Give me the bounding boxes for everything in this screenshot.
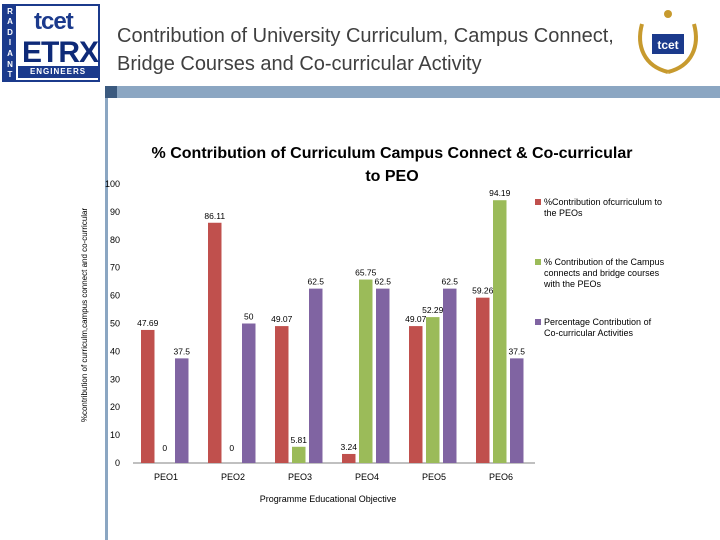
crest-text: tcet: [657, 38, 678, 52]
x-tick-label: PEO4: [355, 472, 379, 482]
bar-data-label: 37.5: [173, 346, 190, 356]
bar-peo5-series-2: [426, 317, 440, 463]
legend-label: Percentage Contribution of Co-curricular …: [544, 317, 652, 338]
bar-data-label: 62.5: [441, 277, 458, 287]
bar-peo3-series-1: [275, 326, 289, 463]
y-tick-label: 50: [110, 319, 120, 329]
header-accent-square: [105, 86, 117, 98]
x-tick-label: PEO3: [288, 472, 312, 482]
legend-swatch: [535, 199, 541, 205]
bar-data-label: 0: [229, 443, 234, 453]
strip-letter: A: [7, 49, 13, 59]
y-tick-label: 40: [110, 346, 120, 356]
y-tick-label: 100: [105, 179, 120, 189]
bar-data-label: 47.69: [137, 318, 159, 328]
strip-letter: R: [7, 6, 13, 16]
bar-data-label: 59.26: [472, 286, 494, 296]
x-tick-label: PEO5: [422, 472, 446, 482]
bar-peo3-series-3: [309, 288, 323, 463]
page-title: Contribution of University Curriculum, C…: [117, 25, 614, 75]
bar-peo6-series-1: [476, 297, 490, 463]
bar-peo1-series-3: [175, 358, 189, 463]
strip-letter: D: [7, 27, 13, 37]
radiant-strip: R A D I A N T: [4, 6, 16, 80]
logo-tcet-text: tcet: [34, 8, 74, 35]
laurel-icon: [638, 10, 698, 74]
bar-peo4-series-3: [376, 288, 390, 463]
y-tick-label: 10: [110, 430, 120, 440]
bar-data-label: 5.81: [290, 435, 307, 445]
logo-etrx-text: ETRX: [22, 36, 99, 69]
strip-letter: A: [7, 17, 13, 27]
header-accent-bar: [105, 86, 720, 98]
x-tick-label: PEO2: [221, 472, 245, 482]
strip-letter: N: [7, 59, 13, 69]
bar-peo6-series-2: [493, 200, 507, 463]
x-axis-label: Programme Educational Objective: [260, 494, 397, 504]
bar-peo3-series-2: [292, 446, 306, 463]
left-accent-line: [105, 98, 108, 540]
bar-peo6-series-3: [510, 358, 524, 463]
logo-engineers-text: ENGINEERS: [18, 66, 98, 78]
bar-data-label: 37.5: [508, 346, 525, 356]
y-tick-label: 90: [110, 207, 120, 217]
y-tick-label: 0: [115, 458, 120, 468]
bar-data-label: 86.11: [204, 211, 225, 221]
bar-data-label: 65.75: [355, 268, 377, 278]
y-tick-label: 30: [110, 374, 120, 384]
bar-peo4-series-2: [359, 279, 373, 463]
legend-label: % Contribution of the Campus connects and…: [543, 257, 665, 289]
y-tick-label: 70: [110, 263, 120, 273]
bar-peo5-series-1: [409, 326, 423, 463]
y-tick-label: 20: [110, 402, 120, 412]
bar-data-label: 62.5: [307, 277, 324, 287]
bar-data-label: 49.07: [405, 314, 427, 324]
x-tick-label: PEO1: [154, 472, 178, 482]
bar-data-label: 62.5: [374, 277, 391, 287]
bar-peo2-series-1: [208, 222, 222, 463]
chart-title-line1: % Contribution of Curriculum Campus Conn…: [152, 145, 633, 162]
chart-title-line2: to PEO: [365, 168, 418, 185]
bar-peo5-series-3: [443, 288, 457, 463]
legend-label: %Contribution ofcurriculum to the PEOs: [544, 197, 662, 218]
bar-peo1-series-1: [141, 329, 155, 463]
bar-data-label: 94.19: [489, 188, 511, 198]
x-tick-label: PEO6: [489, 472, 513, 482]
bar-data-label: 50: [244, 312, 254, 322]
bar-data-label: 52.29: [422, 305, 444, 315]
tcet-etrx-logo: R A D I A N T tcet ETRX ENGINEERS: [2, 4, 100, 82]
bar-data-label: 3.24: [340, 442, 357, 452]
bar-peo4-series-1: [342, 453, 356, 463]
strip-letter: T: [7, 70, 13, 80]
y-axis-label: %contribution of curriculm,campus connec…: [80, 208, 89, 423]
y-tick-label: 60: [110, 291, 120, 301]
bar-data-label: 49.07: [271, 314, 293, 324]
legend-swatch: [535, 319, 541, 325]
strip-letter: I: [8, 38, 12, 48]
bar-peo2-series-3: [242, 323, 256, 463]
tcet-crest-logo: tcet: [638, 10, 698, 74]
y-tick-label: 80: [110, 235, 120, 245]
crest-shield-icon: [652, 34, 684, 54]
bar-data-label: 0: [162, 443, 167, 453]
legend-swatch: [535, 259, 541, 265]
